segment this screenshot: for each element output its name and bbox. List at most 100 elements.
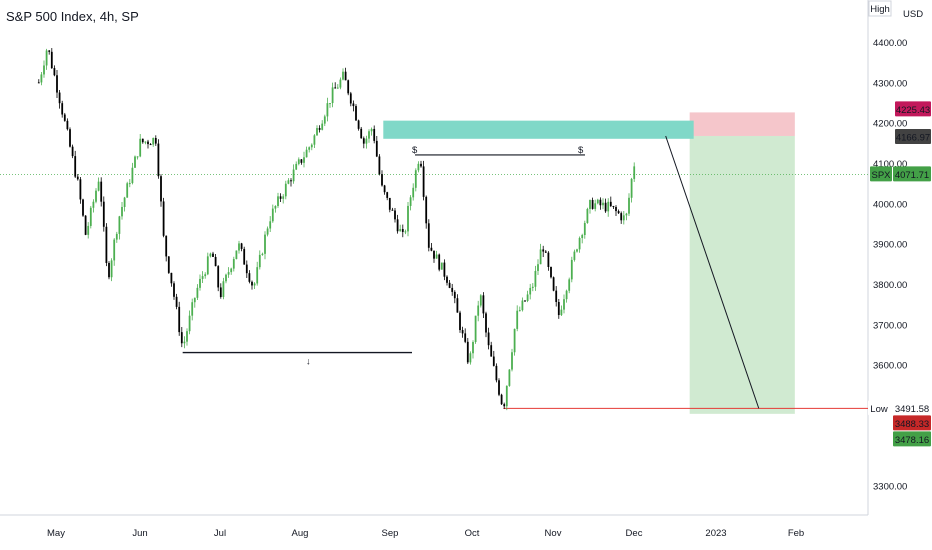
candle-body <box>95 190 97 202</box>
candle-body <box>76 176 79 180</box>
candle-body <box>440 262 443 270</box>
low-tag-bg <box>868 400 890 416</box>
candle-body <box>453 291 456 299</box>
candle-body <box>482 295 485 314</box>
candle-body <box>466 341 469 363</box>
candle-body <box>552 277 555 291</box>
candle-body <box>186 331 188 342</box>
candle-body <box>160 176 162 202</box>
candle-body <box>206 256 209 275</box>
candle-body <box>170 272 173 284</box>
candle-body <box>537 264 539 271</box>
candle-body <box>196 287 199 298</box>
candle-body <box>568 279 571 291</box>
candle-body <box>105 226 108 263</box>
candle-body <box>274 205 277 209</box>
candle-body <box>238 243 240 251</box>
projection-line <box>665 135 760 409</box>
x-tick-label: Jun <box>132 528 147 539</box>
supply-zone <box>383 120 694 139</box>
candle-body <box>544 251 547 253</box>
candle-body <box>474 315 477 343</box>
target-a-tag: 3488.33 <box>895 419 929 430</box>
candle-body <box>232 259 235 269</box>
high-tag: High <box>870 4 890 15</box>
candle-body <box>420 163 422 167</box>
candle-body <box>199 278 201 288</box>
candle-body <box>50 51 53 69</box>
candle-body <box>48 50 51 52</box>
candle-body <box>495 365 498 381</box>
x-tick-label: Aug <box>292 528 309 539</box>
candle-body <box>271 208 274 222</box>
target-b-tag-bg <box>893 431 931 447</box>
candle-body <box>183 341 186 344</box>
entry-price-tag-bg <box>895 128 931 144</box>
high-tag-bg <box>868 0 892 17</box>
y-tick-label: 3700.00 <box>873 320 907 331</box>
candle-body <box>212 253 214 257</box>
y-tick-label: 4300.00 <box>873 78 907 89</box>
x-tick-label: Jul <box>214 528 226 539</box>
y-tick-label: 4100.00 <box>873 159 907 170</box>
candle-body <box>336 87 339 89</box>
candle-body <box>58 92 61 104</box>
candle-body <box>92 201 95 208</box>
candle-body <box>370 128 373 132</box>
candle-body <box>573 251 576 260</box>
x-tick-label: Nov <box>545 528 562 539</box>
y-tick-label: 4000.00 <box>873 199 907 210</box>
candle-body <box>461 330 464 334</box>
candle-body <box>162 201 165 236</box>
candle-body <box>589 199 591 209</box>
candle-body <box>500 394 503 405</box>
candle-body <box>435 254 438 259</box>
candle-body <box>633 166 636 179</box>
x-tick-label: Sep <box>382 528 399 539</box>
candle-body <box>37 82 40 84</box>
x-tick-label: 2023 <box>705 528 726 539</box>
candle-body <box>329 103 331 105</box>
candle-body <box>134 156 136 168</box>
target-zone <box>689 135 795 414</box>
candle-body <box>214 256 217 267</box>
candle-body <box>152 137 155 145</box>
candle-body <box>622 215 625 221</box>
candle-body <box>448 282 451 288</box>
candle-body <box>313 135 316 145</box>
candle-body <box>609 201 612 207</box>
candle-body <box>209 253 212 257</box>
last-price-tag-bg <box>893 166 931 182</box>
candle-body <box>303 157 305 163</box>
candle-body <box>563 299 565 310</box>
candle-body <box>414 170 417 188</box>
candle-body <box>417 163 420 171</box>
y-tick-label: 3900.00 <box>873 240 907 251</box>
candle-body <box>355 106 357 121</box>
candle-body <box>430 247 433 251</box>
candle-body <box>531 286 534 288</box>
candle-body <box>451 287 454 292</box>
candle-body <box>617 211 620 214</box>
candle-body <box>316 128 318 136</box>
candle-body <box>524 300 526 302</box>
candle-body <box>87 225 90 235</box>
candle-body <box>625 213 628 216</box>
candle-body <box>191 302 194 316</box>
candle-body <box>503 404 506 407</box>
candle-body <box>43 65 45 75</box>
candle-body <box>391 209 394 211</box>
candle-body <box>490 345 493 357</box>
candle-body <box>505 385 508 407</box>
candle-body <box>576 249 578 252</box>
candle-body <box>295 163 298 170</box>
x-tick-label: Oct <box>465 528 480 539</box>
candle-body <box>175 296 178 307</box>
candle-body <box>157 143 160 177</box>
candle-body <box>79 179 82 200</box>
candle-body <box>149 144 152 146</box>
candle-body <box>583 222 586 236</box>
candle-body <box>118 216 121 234</box>
candle-body <box>100 181 103 202</box>
